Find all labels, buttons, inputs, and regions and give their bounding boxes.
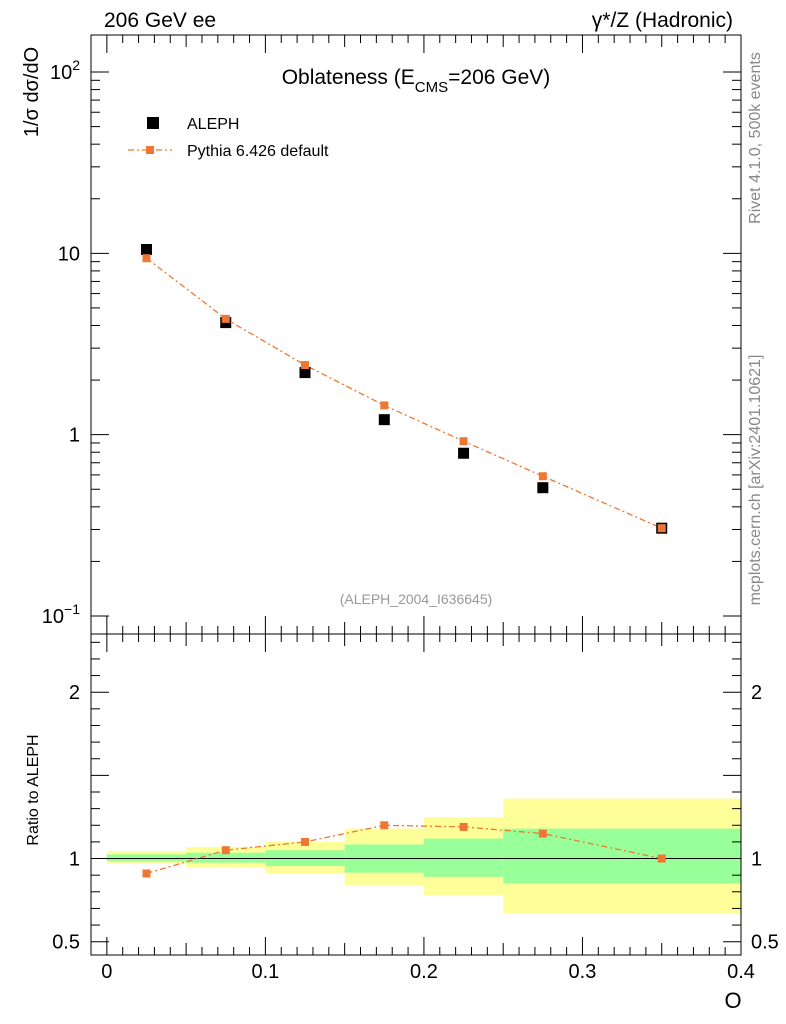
x-tick-label: 0.2: [410, 961, 438, 983]
ratio-band-inner: [423, 838, 504, 877]
ratio-y-tick-label-right: 0.5: [751, 932, 779, 954]
ratio-pythia-point: [538, 829, 547, 838]
main-y-tick-label: 10−1: [42, 601, 80, 628]
legend: ALEPH Pythia 6.426 default: [128, 116, 329, 160]
pythia-point: [380, 401, 389, 410]
pythia-point: [538, 472, 547, 481]
ratio-pythia-curve: [142, 821, 666, 878]
mcplots-source-label: mcplots.cern.ch [arXiv:2401.10621]: [747, 355, 764, 606]
pythia-curve: [146, 257, 662, 529]
x-tick-label: 0.1: [251, 961, 279, 983]
ratio-panel: 2 21 10.5 0.5 0 0.1 0.2 0.3 0.4 Ratio to ALEPH …: [25, 633, 779, 1013]
header-process-label: 206 GeV ee: [104, 9, 216, 32]
ratio-axis-ticks: [91, 634, 742, 955]
ratio-y-tick-label-left: 1: [69, 849, 80, 871]
aleph-point: [537, 482, 549, 494]
legend-pythia-label: Pythia 6.426 default: [187, 143, 329, 160]
ratio-y-axis-label: Ratio to ALEPH: [25, 734, 42, 845]
main-axis-ticks: [91, 35, 742, 634]
main-panel: 102 10 1 10−1 Oblateness (ECMS=206 GeV) 1/σ…: [21, 34, 742, 635]
x-tick-label: 0: [101, 961, 112, 983]
legend-pythia-marker: [146, 146, 154, 154]
ratio-pythia-point: [459, 822, 468, 831]
ratio-band-inner: [503, 828, 741, 884]
analysis-reference-label: (ALEPH_2004_I636645): [340, 591, 493, 607]
pythia-point: [142, 254, 151, 263]
pythia-point: [301, 361, 310, 370]
pythia-point: [657, 524, 666, 533]
ratio-pythia-point: [301, 837, 310, 846]
x-tick-label: 0.4: [727, 961, 755, 983]
ratio-panel-frame: [90, 633, 742, 956]
aleph-point: [458, 447, 470, 459]
pythia-point: [221, 314, 230, 323]
pythia-line: [146, 257, 662, 529]
ratio-uncertainty-bands: [106, 798, 741, 914]
main-y-tick-labels: 102 10 1 10−1: [42, 57, 80, 628]
main-y-tick-label: 102: [50, 57, 80, 84]
main-y-axis-label: 1/σ dσ/dO: [21, 47, 43, 137]
aleph-point: [299, 367, 311, 379]
legend-aleph-label: ALEPH: [187, 116, 239, 133]
ratio-pythia-point: [142, 869, 151, 878]
ratio-y-tick-label-left: 0.5: [52, 932, 80, 954]
header-channel-label: γ*/Z (Hadronic): [592, 9, 733, 32]
plot-title: Oblateness (ECMS=206 GeV): [282, 66, 551, 96]
x-axis-label: O: [724, 988, 741, 1013]
pythia-point: [459, 437, 468, 446]
main-y-tick-label: 10: [58, 243, 80, 265]
main-y-tick-label: 1: [69, 425, 80, 447]
aleph-point: [140, 243, 152, 255]
ratio-pythia-point: [657, 854, 666, 863]
x-tick-label: 0.3: [569, 961, 597, 983]
ratio-y-tick-label-right: 1: [751, 849, 762, 871]
rivet-version-label: Rivet 4.1.0, 500k events: [747, 52, 764, 224]
aleph-point: [378, 414, 390, 426]
ratio-pythia-point: [380, 821, 389, 830]
ratio-band-inner: [106, 854, 187, 862]
ratio-y-tick-label-left: 2: [69, 682, 80, 704]
data-points: [140, 243, 668, 534]
ratio-band-inner: [186, 852, 266, 863]
ratio-y-tick-label-right: 2: [751, 682, 762, 704]
ratio-pythia-point: [221, 846, 230, 855]
x-tick-labels: 0 0.1 0.2 0.3 0.4: [101, 961, 755, 983]
ratio-y-tick-labels: 2 2 1 1 0.5 0.5: [52, 682, 779, 953]
legend-aleph-marker: [147, 117, 159, 129]
